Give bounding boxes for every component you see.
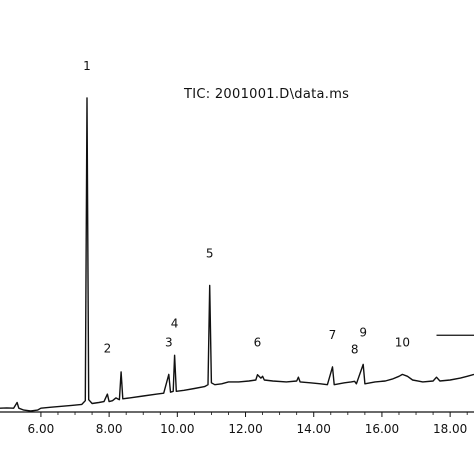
x-tick-label: 12.00: [228, 422, 262, 436]
peak-label: 6: [254, 336, 262, 350]
peak-label: 4: [171, 316, 179, 330]
x-tick-label: 10.00: [160, 422, 194, 436]
x-tick-label: 6.00: [28, 422, 55, 436]
x-tick-label: 18.00: [433, 422, 467, 436]
peak-label: 3: [165, 335, 173, 349]
tic-series-line: [0, 98, 474, 411]
peak-label: 2: [104, 342, 112, 356]
chart-title: TIC: 2001001.D\data.ms: [183, 87, 349, 102]
peak-label: 1: [83, 59, 91, 73]
x-axis: 6.00 8.00 10.00 12.00 14.00 16.00 18.00: [0, 412, 474, 436]
peak-label: 10: [395, 335, 410, 349]
peak-label: 8: [351, 342, 359, 356]
peak-label: 9: [359, 325, 367, 339]
peak-labels: 1 2 3 4 5 6 789 10: [83, 59, 474, 356]
peak-label: 7: [329, 328, 337, 342]
x-tick-label: 14.00: [297, 422, 331, 436]
series-layer: [0, 98, 474, 411]
x-tick-label: 8.00: [96, 422, 123, 436]
peak-label: 5: [206, 246, 214, 260]
x-tick-label: 16.00: [365, 422, 399, 436]
